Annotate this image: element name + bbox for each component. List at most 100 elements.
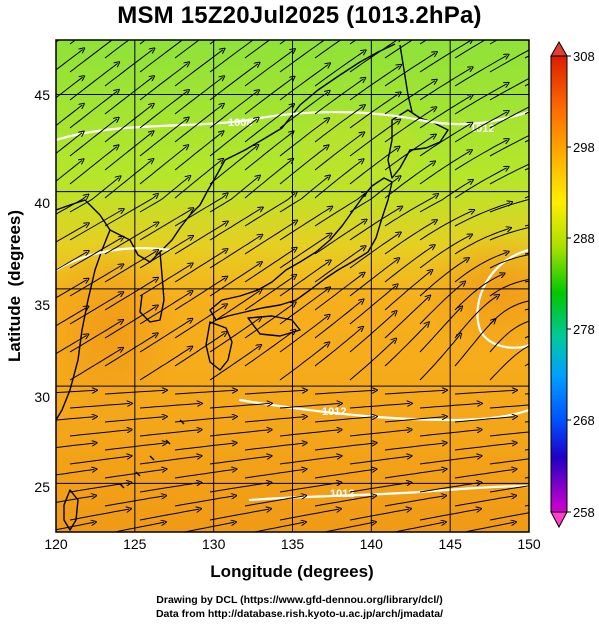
- streamline: [69, 178, 119, 213]
- streamline: [349, 40, 400, 73]
- streamline: [489, 198, 529, 213]
- streamline: [35, 0, 83, 30]
- streamline: [384, 108, 435, 143]
- lon-tick-label: 130: [202, 536, 226, 552]
- streamline: [56, 390, 95, 394]
- streamline: [384, 81, 435, 115]
- streamline: [349, 312, 395, 353]
- streamline: [349, 177, 399, 213]
- streamline: [279, 483, 339, 493]
- streamline: [139, 348, 191, 381]
- streamline: [104, 334, 156, 367]
- streamline: [244, 133, 292, 171]
- streamline: [384, 221, 435, 255]
- lat-tick-label: 35: [34, 297, 50, 313]
- streamline: [489, 278, 529, 297]
- streamline: [279, 262, 329, 297]
- lat-tick-label: 40: [34, 195, 50, 211]
- streamline: [174, 417, 235, 423]
- streamline: [244, 496, 304, 507]
- streamline: [314, 247, 364, 283]
- shikoku-coast: [247, 315, 301, 337]
- honshu-coast: [209, 177, 393, 321]
- streamline: [384, 297, 429, 339]
- streamline: [139, 40, 188, 73]
- streamline: [489, 512, 529, 521]
- streamline: [454, 296, 497, 339]
- colorbar-bottom-triangle: [550, 511, 568, 529]
- streamline: [174, 469, 234, 479]
- streamline: [139, 177, 189, 213]
- streamline: [419, 40, 428, 45]
- streamline: [419, 96, 471, 129]
- streamline: [104, 195, 156, 227]
- streamline: [419, 211, 472, 241]
- lon-tick-label: 140: [360, 536, 384, 552]
- x-axis-label: Longitude (degrees): [210, 562, 373, 581]
- streamline: [315, 0, 364, 30]
- streamline: [139, 430, 200, 437]
- streamline: [384, 195, 436, 227]
- streamline: [419, 40, 471, 73]
- streamline: [70, 536, 129, 549]
- streamline: [174, 223, 226, 255]
- colorbar-tick-label: 298: [573, 140, 595, 155]
- streamline: [454, 496, 514, 507]
- streamline: [174, 390, 235, 395]
- streamline: [69, 349, 121, 381]
- streamline: [209, 483, 269, 493]
- streamline: [244, 331, 294, 367]
- streamline: [56, 105, 82, 127]
- streamline: [209, 404, 270, 409]
- latitude-tick-labels: 25 30 35 40 45: [34, 87, 50, 495]
- colorbar-tick-label: 288: [573, 231, 595, 246]
- streamline: [314, 328, 362, 367]
- streamline: [525, 1, 577, 30]
- streamline: [174, 50, 223, 87]
- streamline: [349, 430, 410, 437]
- streamline: [384, 417, 445, 423]
- streamline: [104, 251, 156, 283]
- streamline: [69, 293, 122, 325]
- streamline: [56, 50, 83, 71]
- streamline: [104, 77, 153, 115]
- streamline: [105, 0, 153, 30]
- streamline: [489, 458, 529, 465]
- streamline: [209, 146, 257, 185]
- plot-frame: [55, 39, 530, 533]
- streamline: [419, 181, 471, 213]
- streamline: [69, 509, 129, 521]
- streamline: [69, 63, 118, 101]
- streamline: [349, 509, 409, 521]
- streamline: [489, 431, 529, 437]
- colorbar-tick-label: 268: [573, 413, 595, 428]
- streamline: [279, 235, 330, 269]
- streamline: [174, 305, 225, 339]
- streamline: [314, 134, 363, 171]
- streamline: [489, 254, 529, 269]
- credit-drawing: Drawing by DCL (https://www.gfd-dennou.o…: [156, 594, 443, 606]
- map-figure: 1008 1012 1012 1012 120 125 130 135 140 …: [5, 0, 599, 581]
- streamline: [209, 64, 258, 101]
- streamline: [56, 443, 95, 448]
- streamline: [349, 404, 410, 409]
- streamline: [349, 340, 395, 381]
- lon-tick-label: 125: [123, 536, 147, 552]
- colorbar-tick-label: 258: [573, 505, 595, 520]
- streamline: [560, 536, 599, 549]
- streamline: [322, 522, 374, 532]
- streamline: [174, 195, 226, 227]
- streamline: [56, 196, 87, 215]
- streamline: [140, 536, 199, 549]
- streamline: [454, 168, 507, 199]
- streamline: [104, 50, 153, 87]
- streamline: [174, 250, 226, 283]
- streamline: [314, 469, 374, 479]
- streamline: [69, 430, 130, 437]
- streamline: [489, 404, 529, 409]
- streamline: [314, 390, 375, 395]
- streamline: [69, 456, 130, 465]
- streamline: [175, 0, 223, 30]
- streamline: [279, 92, 328, 129]
- streamline: [349, 148, 398, 185]
